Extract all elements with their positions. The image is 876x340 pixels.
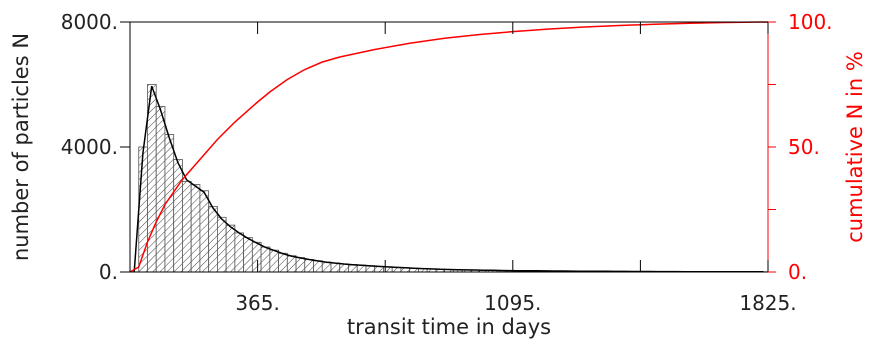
histogram-bar	[155, 105, 166, 273]
histogram-bar	[313, 260, 323, 273]
histogram-bar	[216, 216, 227, 273]
histogram-bar	[208, 205, 218, 273]
histogram-bars	[138, 84, 769, 273]
histogram-bar	[330, 262, 341, 273]
y2-tick-label: 0.	[788, 260, 807, 284]
histogram-bar	[251, 241, 262, 273]
histogram-bar	[234, 232, 245, 273]
y2-axis-label: cumulative N in %	[843, 51, 867, 243]
histogram-bar	[269, 249, 279, 273]
y2-tick-label: 50.	[788, 135, 820, 159]
cumulative-line	[129, 21, 769, 273]
y2-tick-label: 100.	[788, 10, 833, 34]
y-axis-label: number of particles N	[9, 33, 33, 261]
x-axis-label: transit time in days	[347, 315, 551, 339]
histogram-bar	[339, 263, 349, 273]
y-tick-label: 4000.	[61, 135, 118, 159]
histogram-bar	[260, 246, 271, 273]
histogram-bar	[199, 190, 210, 273]
histogram-bar	[278, 252, 288, 273]
histogram-bar	[243, 237, 253, 273]
x-tick-label: 1825.	[739, 291, 796, 315]
histogram-bar	[286, 255, 297, 273]
axes	[120, 21, 776, 273]
histogram-bar	[190, 184, 201, 273]
x-tick-label: 1095.	[484, 291, 541, 315]
tick-labels: 365. 1095. 1825. 0. 4000. 8000. 0. 50. 100.	[61, 10, 833, 315]
y-tick-label: 8000.	[61, 10, 118, 34]
histogram-bar	[173, 159, 183, 273]
histogram-bar	[182, 180, 192, 273]
histogram-bar	[321, 261, 332, 273]
x-tick-label: 365.	[235, 291, 280, 315]
y-tick-label: 0.	[99, 260, 118, 284]
histogram-bar	[304, 259, 314, 273]
histogram-bar	[295, 257, 306, 273]
histogram-bar	[225, 224, 236, 273]
